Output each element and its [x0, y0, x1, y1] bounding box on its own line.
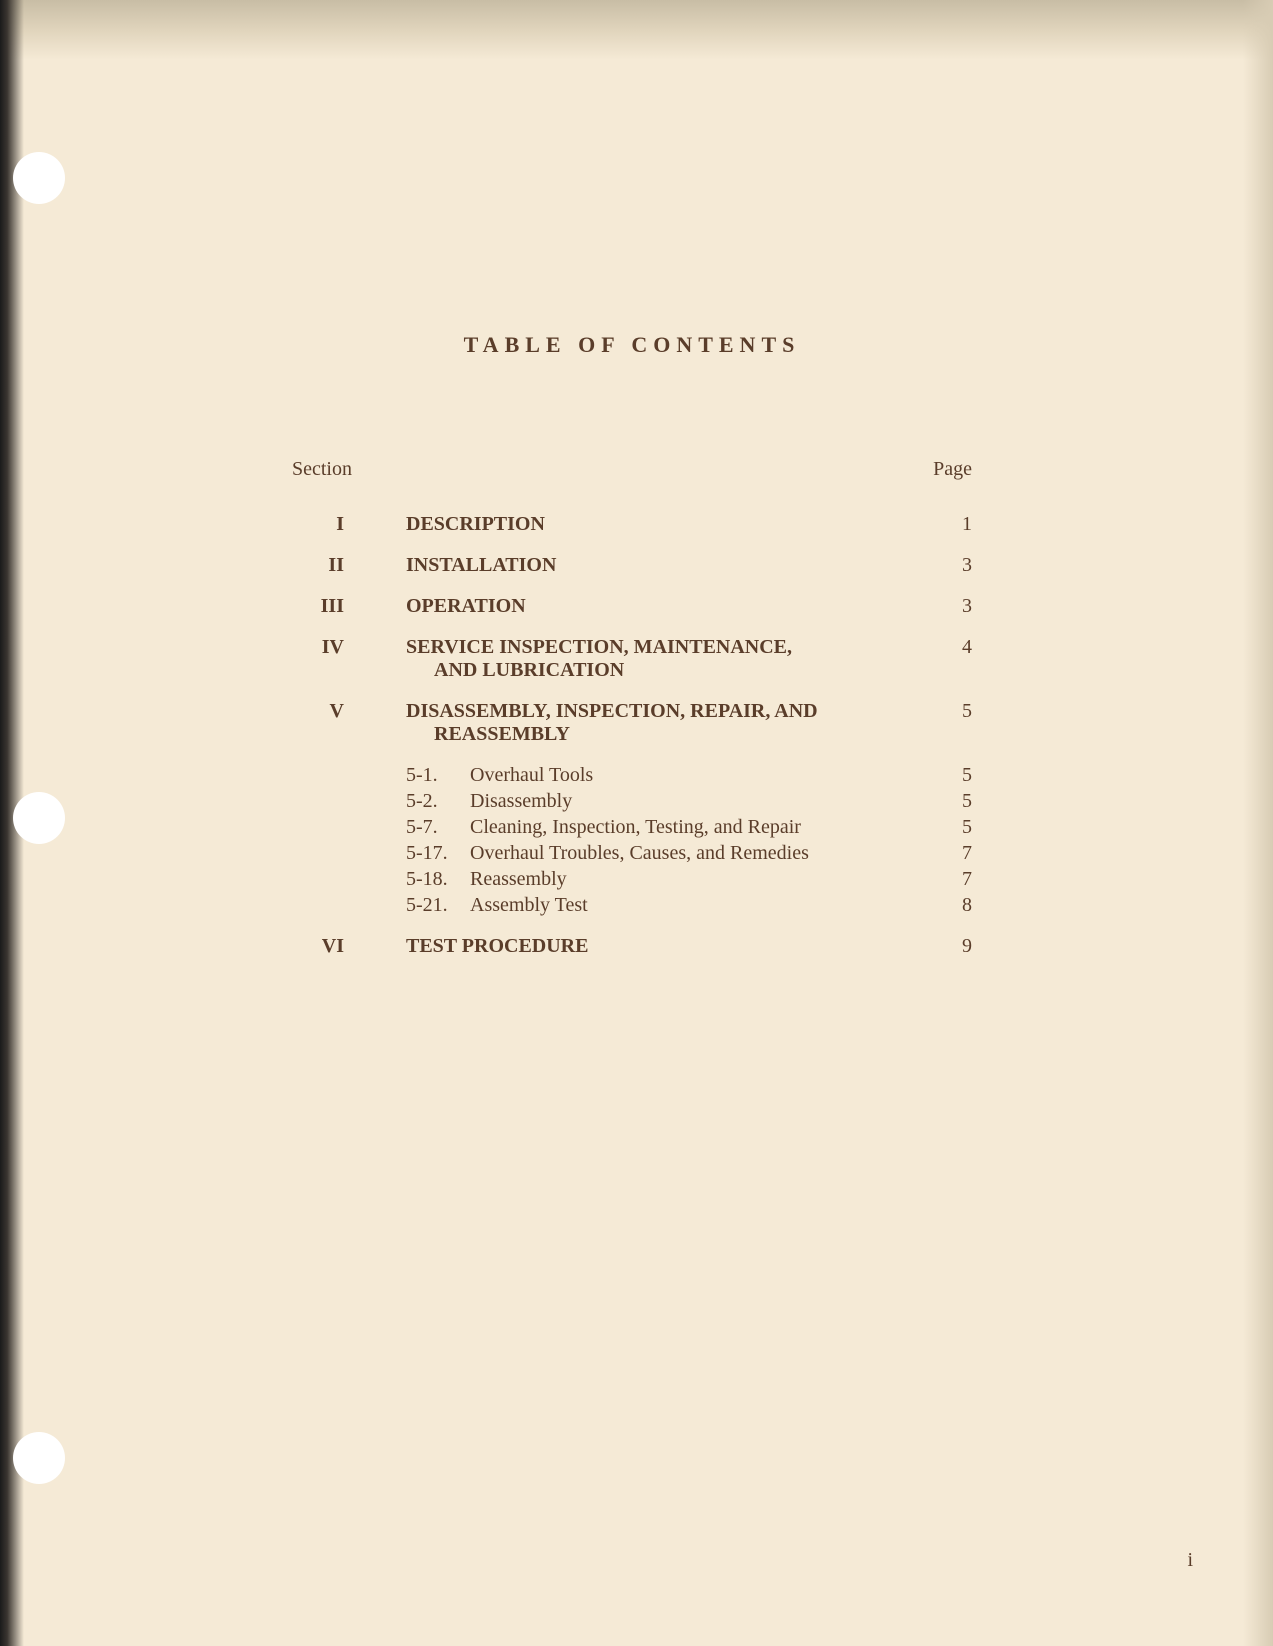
subsection-entry: 5-1. Overhaul Tools 5 [292, 764, 972, 787]
section-title: DISASSEMBLY, INSPECTION, REPAIR, AND REA… [392, 700, 912, 746]
section-page: 9 [912, 935, 972, 958]
section-number: II [292, 554, 392, 577]
indent-spacer [292, 868, 406, 891]
page-title: TABLE OF CONTENTS [292, 332, 972, 358]
subsection-page: 5 [912, 790, 972, 813]
subsection-page: 8 [912, 894, 972, 917]
section-page: 1 [912, 513, 972, 536]
subsection-entry: 5-21. Assembly Test 8 [292, 894, 972, 917]
subsection-entry: 5-2. Disassembly 5 [292, 790, 972, 813]
toc-entry: VI TEST PROCEDURE 9 [292, 935, 972, 958]
section-page: 4 [912, 636, 972, 659]
indent-spacer [292, 764, 406, 787]
subsection-title: Assembly Test [470, 894, 912, 917]
subsection-number: 5-7. [406, 816, 470, 839]
subsection-title: Overhaul Troubles, Causes, and Remedies [470, 842, 912, 865]
subsection-number: 5-18. [406, 868, 470, 891]
section-title-line2: AND LUBRICATION [406, 659, 912, 682]
subsection-title: Reassembly [470, 868, 912, 891]
punch-hole-icon [13, 1432, 65, 1484]
toc-entry: III OPERATION 3 [292, 595, 972, 618]
scan-right-shadow [1243, 0, 1273, 1646]
section-title-line1: SERVICE INSPECTION, MAINTENANCE, [406, 636, 792, 658]
punch-hole-icon [13, 152, 65, 204]
section-title: DESCRIPTION [392, 513, 912, 536]
section-title: SERVICE INSPECTION, MAINTENANCE, AND LUB… [392, 636, 912, 682]
section-number: III [292, 595, 392, 618]
subsection-title: Cleaning, Inspection, Testing, and Repai… [470, 816, 912, 839]
toc-entry: V DISASSEMBLY, INSPECTION, REPAIR, AND R… [292, 700, 972, 746]
section-number: I [292, 513, 392, 536]
subsection-entry: 5-18. Reassembly 7 [292, 868, 972, 891]
subsection-page: 5 [912, 816, 972, 839]
indent-spacer [292, 816, 406, 839]
subsection-number: 5-1. [406, 764, 470, 787]
subsection-title: Disassembly [470, 790, 912, 813]
section-title: TEST PROCEDURE [392, 935, 912, 958]
subsection-number: 5-2. [406, 790, 470, 813]
toc-header-row: Section Page [292, 458, 972, 481]
section-title-line1: DISASSEMBLY, INSPECTION, REPAIR, AND [406, 700, 818, 722]
indent-spacer [292, 894, 406, 917]
document-page: TABLE OF CONTENTS Section Page I DESCRIP… [0, 0, 1273, 1646]
punch-hole-icon [13, 792, 65, 844]
subsection-entry: 5-17. Overhaul Troubles, Causes, and Rem… [292, 842, 972, 865]
section-page: 5 [912, 700, 972, 723]
section-title: INSTALLATION [392, 554, 912, 577]
indent-spacer [292, 842, 406, 865]
toc-entry: II INSTALLATION 3 [292, 554, 972, 577]
subsection-title: Overhaul Tools [470, 764, 912, 787]
toc-entry: I DESCRIPTION 1 [292, 513, 972, 536]
scan-top-shadow [0, 0, 1273, 60]
indent-spacer [292, 790, 406, 813]
subsection-page: 5 [912, 764, 972, 787]
header-section: Section [292, 458, 392, 481]
subsection-number: 5-17. [406, 842, 470, 865]
section-page: 3 [912, 554, 972, 577]
page-number: i [1187, 1549, 1193, 1572]
section-number: IV [292, 636, 392, 659]
section-title-line2: REASSEMBLY [406, 723, 912, 746]
section-title: OPERATION [392, 595, 912, 618]
subsection-list: 5-1. Overhaul Tools 5 5-2. Disassembly 5… [292, 764, 972, 917]
header-page: Page [912, 458, 972, 481]
subsection-page: 7 [912, 842, 972, 865]
section-page: 3 [912, 595, 972, 618]
content-area: TABLE OF CONTENTS Section Page I DESCRIP… [292, 332, 972, 976]
subsection-page: 7 [912, 868, 972, 891]
subsection-number: 5-21. [406, 894, 470, 917]
section-number: V [292, 700, 392, 723]
subsection-entry: 5-7. Cleaning, Inspection, Testing, and … [292, 816, 972, 839]
section-number: VI [292, 935, 392, 958]
toc-entry: IV SERVICE INSPECTION, MAINTENANCE, AND … [292, 636, 972, 682]
